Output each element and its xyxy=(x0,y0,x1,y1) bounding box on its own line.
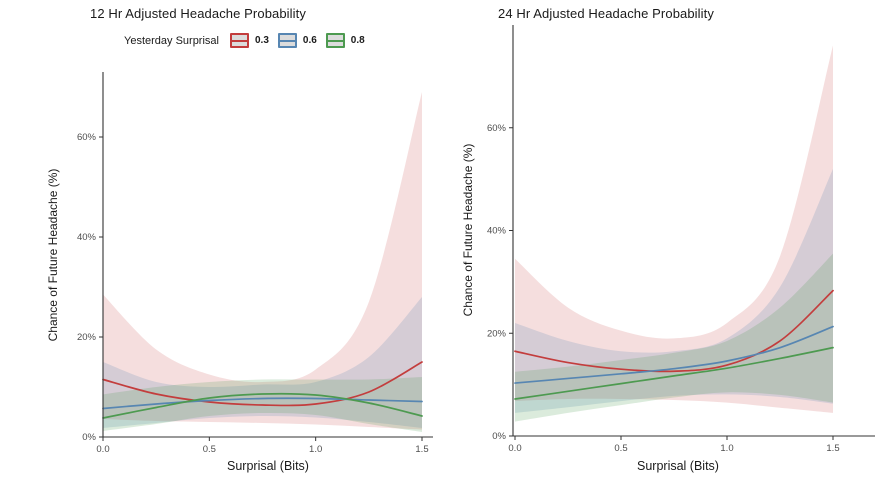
plot-panel-12hr: 0.0 0.5 1.0 1.5 0% 20% 40% 60% xyxy=(77,72,433,455)
x-tick-label: 0.0 xyxy=(508,443,521,454)
chart-title-12hr: 12 Hr Adjusted Headache Probability xyxy=(90,6,306,21)
y-tick-label: 40% xyxy=(487,226,507,237)
line-0.8 xyxy=(102,392,423,419)
ribbon-0.3 xyxy=(103,92,422,430)
y-tick-label: 60% xyxy=(77,132,97,143)
legend-item-label: 0.3 xyxy=(254,35,269,46)
legend-key-line-green xyxy=(327,39,343,42)
legend-key-line-red xyxy=(231,39,247,42)
x-tick-label: 1.0 xyxy=(720,443,733,454)
legend-key-swatch-red xyxy=(229,33,249,48)
x-axis-label-24hr: Surprisal (Bits) xyxy=(637,459,719,473)
plot-panel-24hr: 0.0 0.5 1.0 1.5 0% 20% 40% 60% xyxy=(487,25,875,454)
legend-item-label: 0.6 xyxy=(302,35,317,46)
legend-item-label: 0.8 xyxy=(350,35,365,46)
line-0.3 xyxy=(514,289,834,373)
y-tick-label: 0% xyxy=(492,431,506,442)
chart-12hr: 12 Hr Adjusted Headache Probability Yest… xyxy=(46,6,433,473)
x-tick-label: 1.0 xyxy=(309,444,322,455)
line-0.8 xyxy=(514,346,834,400)
legend-item-0.8: 0.8 xyxy=(325,33,365,48)
line-0.3 xyxy=(102,361,423,407)
chart-title-24hr: 24 Hr Adjusted Headache Probability xyxy=(498,6,714,21)
legend-key-swatch-green xyxy=(325,33,345,48)
x-tick-label: 0.5 xyxy=(614,443,627,454)
x-tick-label: 1.5 xyxy=(826,443,839,454)
x-tick-label: 0.0 xyxy=(96,444,109,455)
x-tick-label: 1.5 xyxy=(415,444,428,455)
y-tick-label: 40% xyxy=(77,232,97,243)
legend-item-0.6: 0.6 xyxy=(277,33,317,48)
line-0.6 xyxy=(102,397,423,410)
legend-key-swatch-blue xyxy=(277,33,297,48)
y-tick-label: 20% xyxy=(487,328,507,339)
y-tick-label: 60% xyxy=(487,123,507,134)
y-tick-label: 20% xyxy=(77,332,97,343)
line-0.6 xyxy=(514,325,834,384)
ribbon-0.8 xyxy=(515,253,833,422)
chart-24hr: 24 Hr Adjusted Headache Probability Chan… xyxy=(445,0,890,485)
ribbon-0.6 xyxy=(103,297,422,428)
x-tick-label: 0.5 xyxy=(203,444,216,455)
legend-title: Yesterday Surprisal xyxy=(124,34,219,47)
ribbon-0.3 xyxy=(515,45,833,413)
axis-lines xyxy=(102,72,433,438)
x-axis-label-12hr: Surprisal (Bits) xyxy=(227,459,309,473)
legend-key-line-blue xyxy=(279,39,295,42)
legend-item-0.3: 0.3 xyxy=(229,33,269,48)
y-tick-label: 0% xyxy=(82,432,96,443)
legend: Yesterday Surprisal 0.3 0.6 0.8 xyxy=(124,33,365,48)
ribbon-0.6 xyxy=(515,168,833,413)
